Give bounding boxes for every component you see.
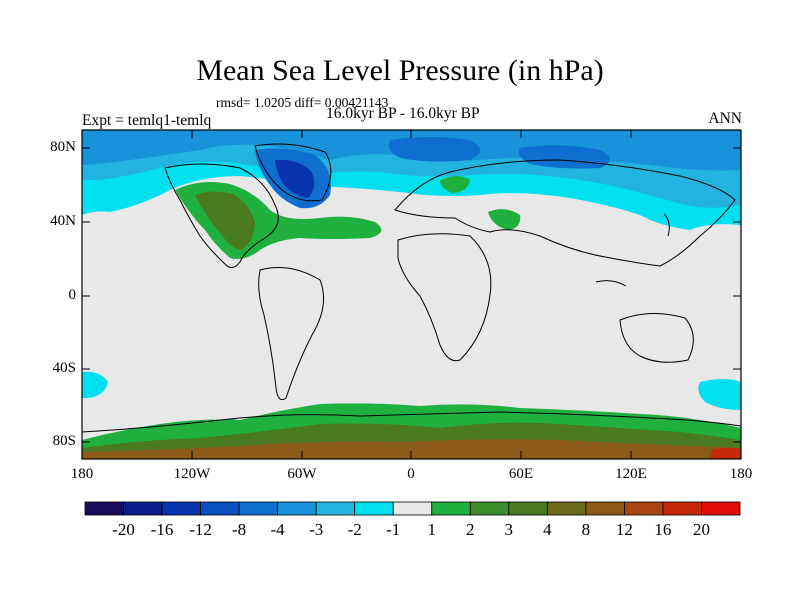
colorbar-label: 4 <box>543 520 552 539</box>
colorbar-swatch <box>161 501 201 516</box>
colorbar-swatch <box>508 501 548 516</box>
colorbar-label: 3 <box>504 520 514 539</box>
lat-label-80n: 80N <box>50 139 76 155</box>
lon-label-120e: 120E <box>615 466 647 482</box>
colorbar-swatch <box>431 501 471 516</box>
lon-label-60w: 60W <box>287 466 317 482</box>
coast-south-america <box>258 267 325 401</box>
season-label: ANN <box>708 110 742 127</box>
colorbar-label: -4 <box>270 520 285 539</box>
colorbar-swatch <box>238 501 279 516</box>
antarctic-brown <box>82 439 741 459</box>
colorbar-swatch <box>354 501 394 516</box>
colorbar-label: -16 <box>150 520 174 539</box>
map-panel <box>82 130 741 459</box>
colorbar-swatch <box>84 501 124 516</box>
antarctic-red-patch <box>710 447 741 459</box>
coast-north-america <box>164 163 279 268</box>
colorbar-swatch <box>123 501 163 516</box>
scandinavia-green-patch <box>440 176 470 193</box>
coast-greenland <box>254 143 332 202</box>
lat-label-40s: 40S <box>52 360 76 376</box>
coast-eurasia <box>394 159 736 267</box>
lon-label-60e: 60E <box>508 466 534 482</box>
siberia-blue-patch <box>518 145 610 169</box>
colorbar-swatch <box>200 501 240 516</box>
north-america-olive <box>195 191 255 250</box>
lon-label-180e: 180 <box>729 466 753 482</box>
colorbar-label: -3 <box>309 520 324 539</box>
chart-title: Mean Sea Level Pressure (in hPa) <box>196 54 604 87</box>
stats-line: rmsd= 1.0205 diff= 0.00421143 <box>216 95 389 110</box>
colorbar-label: -12 <box>189 520 212 539</box>
colorbar-label: -8 <box>232 520 247 539</box>
colorbar-swatch <box>701 501 741 516</box>
coast-japan <box>663 213 670 237</box>
lon-label-180w: 180 <box>70 466 94 482</box>
colorbar-label: 8 <box>581 520 591 539</box>
coast-antarctica <box>82 411 741 433</box>
colorbar-swatch <box>392 501 433 516</box>
lon-label-120w: 120W <box>173 466 211 482</box>
south-indian-cyan <box>698 379 741 410</box>
coast-australia <box>619 312 694 363</box>
coast-africa <box>397 233 492 362</box>
arctic-blue-patch <box>388 137 480 162</box>
colorbar-swatch <box>585 501 625 516</box>
coastlines <box>82 143 741 433</box>
axis-ticks <box>82 130 741 459</box>
colorbar-label: -20 <box>112 520 135 539</box>
colorbar-swatch <box>662 501 702 516</box>
lon-label-0: 0 <box>407 466 415 482</box>
colorbar-label: 1 <box>427 520 437 539</box>
experiment-label: Expt = temlq1-temlq <box>82 112 212 129</box>
period-label: 16.0kyr BP - 16.0kyr BP <box>326 105 480 122</box>
colorbar-label: 2 <box>466 520 475 539</box>
colorbar-label: 16 <box>654 520 672 539</box>
greenland-deep-core <box>275 159 315 198</box>
lat-label-40n: 40N <box>50 213 76 229</box>
colorbar <box>84 501 741 516</box>
colorbar-label: -2 <box>347 520 362 539</box>
europe-green-patch <box>488 209 521 230</box>
lat-label-80s: 80S <box>52 433 76 449</box>
colorbar-label: 20 <box>693 520 710 539</box>
colorbar-swatch <box>546 501 587 516</box>
colorbar-swatch <box>469 501 510 516</box>
colorbar-swatch <box>277 501 317 516</box>
coast-indonesia <box>595 280 627 287</box>
colorbar-swatch <box>624 501 664 516</box>
colorbar-label: 12 <box>615 520 633 539</box>
lat-label-eq: 0 <box>68 287 77 303</box>
colorbar-label: -1 <box>386 520 401 539</box>
south-pacific-cyan <box>82 371 108 398</box>
colorbar-swatch <box>315 501 356 516</box>
